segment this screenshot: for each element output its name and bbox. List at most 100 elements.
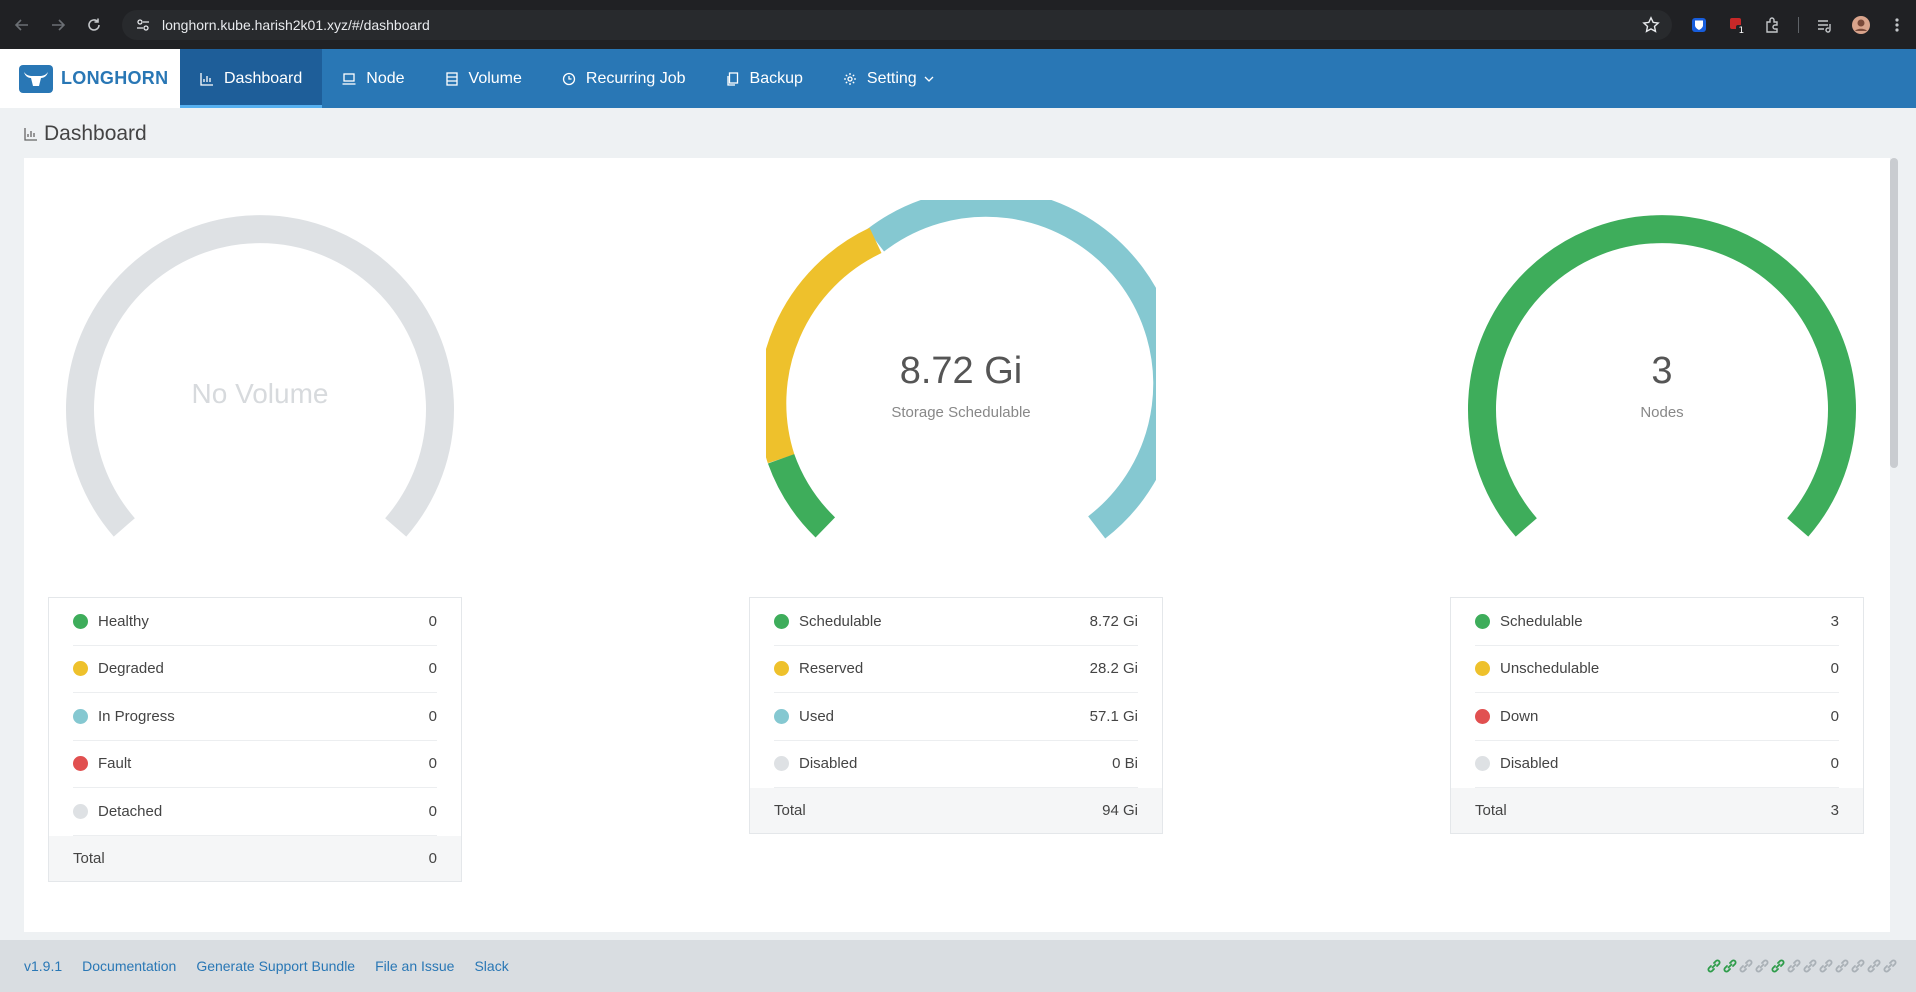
extensions-puzzle-icon[interactable] <box>1762 14 1784 36</box>
legend-row-disabled: Disabled 0 Bi <box>774 741 1138 788</box>
legend-total: Total 3 <box>1451 788 1863 833</box>
brand-name: LONGHORN <box>61 68 169 88</box>
legend-total-label: Total <box>774 802 806 819</box>
legend-row-schedulable: Schedulable 3 <box>1475 598 1839 646</box>
link-icon <box>1866 958 1882 974</box>
status-dot <box>1475 613 1490 629</box>
status-dot <box>1475 756 1490 772</box>
nav-recurring-job[interactable]: Recurring Job <box>542 49 706 108</box>
legend-value: 0 <box>428 707 437 725</box>
page-title-text: Dashboard <box>44 122 147 145</box>
nav-volume-label: Volume <box>468 69 522 87</box>
nav-dashboard-label: Dashboard <box>224 69 303 87</box>
link-icon <box>1882 958 1898 974</box>
bar-chart-icon <box>24 128 37 141</box>
legend-total-label: Total <box>1475 802 1507 819</box>
legend-value: 0 <box>1830 660 1839 678</box>
site-info-icon[interactable] <box>128 10 158 40</box>
status-dot <box>73 613 88 629</box>
longhorn-logo-icon <box>19 64 53 93</box>
status-dot <box>774 708 789 724</box>
status-dot <box>73 756 88 772</box>
status-dot <box>73 803 88 819</box>
app-navbar: LONGHORN Dashboard Node Volume Recurring… <box>0 49 1916 108</box>
legend-label: Fault <box>98 755 132 773</box>
connection-status-icons <box>1706 958 1898 974</box>
profile-avatar[interactable] <box>1850 14 1872 36</box>
legend-row-fault: Fault 0 <box>73 741 437 788</box>
slack-link[interactable]: Slack <box>474 958 509 974</box>
nodes-gauge-value: 3 <box>1651 350 1673 392</box>
browser-menu-icon[interactable] <box>1886 14 1908 36</box>
nodes-gauge: 3 Nodes <box>1467 200 1857 540</box>
link-icon <box>1818 958 1834 974</box>
svg-text:1: 1 <box>1739 26 1745 34</box>
volume-legend: Healthy 0 Degraded 0 In Progress 0 Fault… <box>48 597 462 882</box>
legend-row-unschedulable: Unschedulable 0 <box>1475 646 1839 693</box>
support-bundle-link[interactable]: Generate Support Bundle <box>196 958 356 974</box>
nav-backup-label: Backup <box>749 69 803 87</box>
storage-gauge: 8.72 Gi Storage Schedulable <box>766 200 1156 540</box>
extension-badge-icon[interactable]: 1 <box>1726 14 1748 36</box>
legend-label: Used <box>799 707 835 725</box>
legend-label: Disabled <box>1500 755 1559 773</box>
address-bar[interactable]: longhorn.kube.harish2k01.xyz/#/dashboard <box>122 10 1672 40</box>
legend-label: Schedulable <box>1500 612 1583 630</box>
bitwarden-extension-icon[interactable] <box>1688 14 1710 36</box>
nav-volume[interactable]: Volume <box>425 49 542 108</box>
volume-gauge-track <box>66 215 454 537</box>
file-issue-link[interactable]: File an Issue <box>375 958 455 974</box>
legend-row-used: Used 57.1 Gi <box>774 693 1138 741</box>
legend-row-disabled: Disabled 0 <box>1475 741 1839 788</box>
nav-recurring-job-label: Recurring Job <box>585 69 686 87</box>
storage-gauge-arc <box>766 200 1156 539</box>
version-link[interactable]: v1.9.1 <box>24 958 63 974</box>
clock-icon <box>562 72 576 85</box>
storage-gauge-used <box>866 200 1156 539</box>
legend-value: 0 <box>428 755 437 773</box>
link-icon <box>1786 958 1802 974</box>
storage-gauge-value: 8.72 Gi <box>899 350 1023 392</box>
legend-total-label: Total <box>73 849 105 867</box>
storage-gauge-label: Storage Schedulable <box>891 404 1031 421</box>
nav-dashboard[interactable]: Dashboard <box>180 49 323 108</box>
legend-row-degraded: Degraded 0 <box>73 646 437 693</box>
reload-icon[interactable] <box>76 7 112 43</box>
legend-total: Total 94 Gi <box>750 788 1162 833</box>
legend-row-down: Down 0 <box>1475 693 1839 741</box>
status-dot <box>774 756 789 772</box>
brand-logo[interactable]: LONGHORN <box>0 49 180 108</box>
scrollbar[interactable] <box>1890 158 1898 468</box>
toolbar-divider <box>1798 17 1799 33</box>
legend-label: Unschedulable <box>1500 660 1600 678</box>
nav-node[interactable]: Node <box>322 49 424 108</box>
forward-icon[interactable] <box>40 7 76 43</box>
documentation-link[interactable]: Documentation <box>82 958 177 974</box>
legend-label: In Progress <box>98 707 175 725</box>
legend-label: Down <box>1500 707 1539 725</box>
browser-toolbar: longhorn.kube.harish2k01.xyz/#/dashboard… <box>0 0 1916 49</box>
legend-value: 0 <box>1830 755 1839 773</box>
link-icon <box>1754 958 1770 974</box>
gear-icon <box>843 72 856 85</box>
nav-setting[interactable]: Setting <box>823 49 955 108</box>
nav-backup[interactable]: Backup <box>706 49 823 108</box>
laptop-icon <box>342 72 356 85</box>
url-text: longhorn.kube.harish2k01.xyz/#/dashboard <box>162 17 430 33</box>
page-title: Dashboard <box>24 122 147 146</box>
legend-row-healthy: Healthy 0 <box>73 598 437 646</box>
nodes-legend: Schedulable 3 Unschedulable 0 Down 0 Dis… <box>1450 597 1864 834</box>
nodes-gauge-arc <box>1468 215 1856 537</box>
nav-node-label: Node <box>366 69 405 87</box>
copy-icon <box>726 71 738 86</box>
legend-label: Disabled <box>799 755 858 773</box>
legend-value: 0 <box>428 802 437 820</box>
media-queue-icon[interactable] <box>1814 14 1836 36</box>
legend-value: 0 <box>428 612 437 630</box>
back-icon[interactable] <box>4 7 40 43</box>
nodes-gauge-schedulable <box>1468 215 1856 537</box>
link-icon <box>1738 958 1754 974</box>
bookmark-star-icon[interactable] <box>1642 16 1660 34</box>
status-dot <box>1475 661 1490 677</box>
legend-row-schedulable: Schedulable 8.72 Gi <box>774 598 1138 646</box>
